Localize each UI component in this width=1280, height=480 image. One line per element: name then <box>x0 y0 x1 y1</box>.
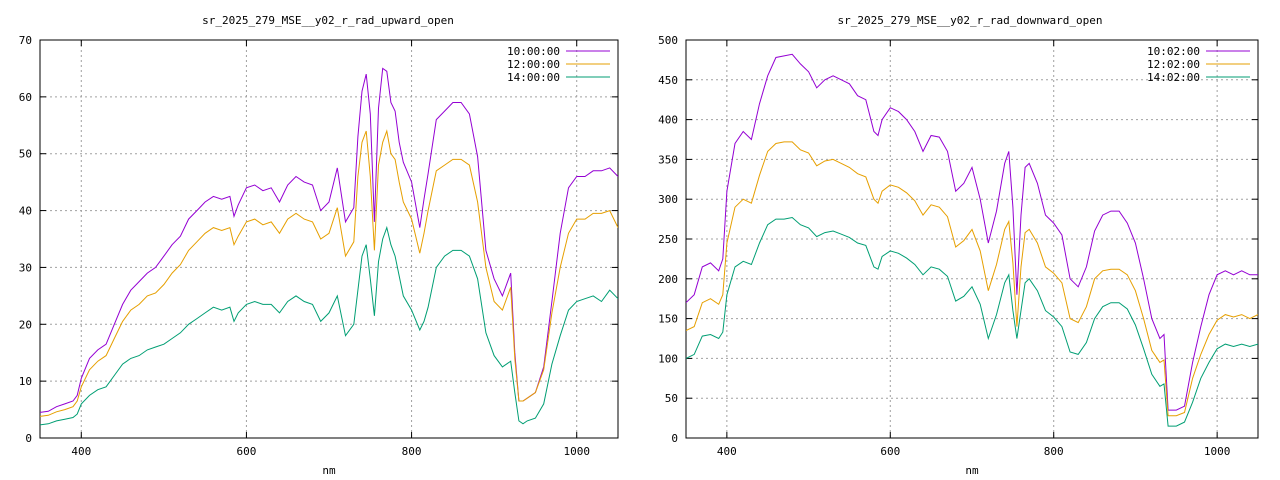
legend-label: 14:02:00 <box>1147 71 1200 84</box>
series-group <box>686 53 1258 427</box>
legend-label: 10:02:00 <box>1147 45 1200 58</box>
series-line-2 <box>40 129 618 417</box>
y-tick-label: 60 <box>19 91 32 104</box>
y-tick-label: 400 <box>658 114 678 127</box>
y-tick-label: 0 <box>25 432 32 445</box>
x-axis-label: nm <box>322 464 336 477</box>
x-axis-label: nm <box>965 464 979 477</box>
legend-label: 10:00:00 <box>507 45 560 58</box>
series-line-2 <box>686 141 1258 417</box>
y-tick-label: 20 <box>19 318 32 331</box>
series-group <box>40 67 618 426</box>
x-tick-label: 600 <box>880 445 900 458</box>
x-tick-label: 400 <box>717 445 737 458</box>
legend-label: 14:00:00 <box>507 71 560 84</box>
downward-radiance-chart: sr_2025_279_MSE__y02_r_rad_downward_open… <box>658 14 1259 477</box>
y-tick-label: 30 <box>19 261 32 274</box>
y-tick-label: 10 <box>19 375 32 388</box>
legend-label: 12:02:00 <box>1147 58 1200 71</box>
x-tick-label: 1000 <box>563 445 590 458</box>
x-tick-label: 400 <box>71 445 91 458</box>
plot-frame <box>39 39 619 439</box>
y-tick-label: 300 <box>658 193 678 206</box>
y-tick-label: 50 <box>19 148 32 161</box>
y-tick-label: 450 <box>658 74 678 87</box>
legend-label: 12:00:00 <box>507 58 560 71</box>
x-tick-label: 800 <box>402 445 422 458</box>
y-tick-label: 350 <box>658 153 678 166</box>
y-tick-label: 0 <box>671 432 678 445</box>
y-tick-label: 100 <box>658 352 678 365</box>
x-tick-label: 800 <box>1044 445 1064 458</box>
y-tick-label: 70 <box>19 34 32 47</box>
y-tick-label: 50 <box>665 392 678 405</box>
y-tick-label: 500 <box>658 34 678 47</box>
y-tick-label: 250 <box>658 233 678 246</box>
upward-radiance-chart: sr_2025_279_MSE__y02_r_rad_upward_open 40… <box>19 14 619 477</box>
chart-title: sr_2025_279_MSE__y02_r_rad_downward_open <box>838 14 1103 27</box>
series-line-1 <box>686 53 1258 411</box>
series-line-3 <box>686 216 1258 427</box>
chart-title: sr_2025_279_MSE__y02_r_rad_upward_open <box>202 14 454 27</box>
y-tick-label: 200 <box>658 273 678 286</box>
series-line-3 <box>40 225 618 426</box>
y-tick-label: 40 <box>19 205 32 218</box>
x-tick-label: 1000 <box>1204 445 1231 458</box>
y-tick-label: 150 <box>658 313 678 326</box>
x-tick-label: 600 <box>236 445 256 458</box>
